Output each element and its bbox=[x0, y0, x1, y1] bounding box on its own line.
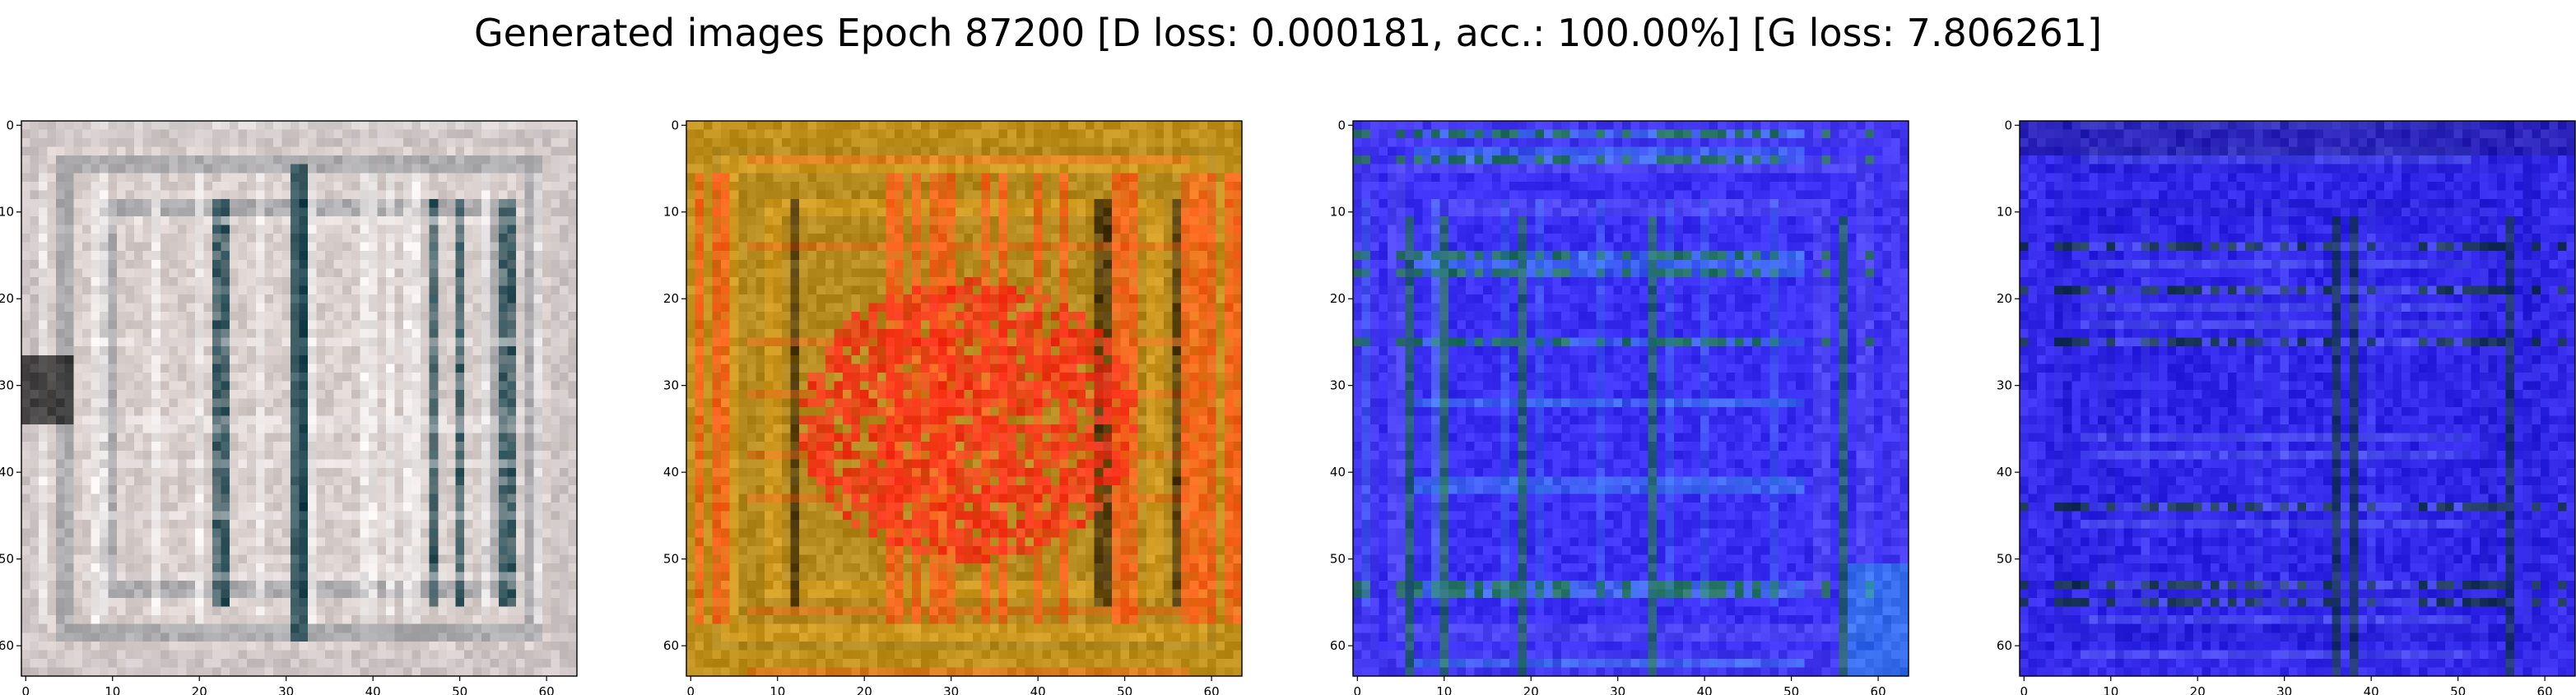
axes-frame-3 bbox=[1352, 120, 1909, 677]
y-tick-label: 20 bbox=[1997, 291, 2012, 306]
x-tick-label: 10 bbox=[2103, 684, 2118, 695]
x-tick-label: 0 bbox=[687, 684, 695, 695]
y-tick-label: 50 bbox=[1997, 552, 2012, 567]
x-tick-label: 60 bbox=[539, 684, 555, 695]
heatmap-image-4 bbox=[2020, 121, 2575, 676]
heatmap-image-3 bbox=[1353, 121, 1909, 676]
heatmap-panel-4: 0 10 20 30 40 50 60 0 10 20 30 40 50 60 bbox=[1997, 118, 2576, 695]
y-tick-label: 10 bbox=[1330, 205, 1346, 220]
x-tick-label: 60 bbox=[1204, 684, 1220, 695]
x-tick-label: 30 bbox=[278, 684, 294, 695]
y-tick-label: 60 bbox=[1330, 638, 1346, 653]
x-tick-label: 50 bbox=[1783, 684, 1799, 695]
x-tick-label: 60 bbox=[1871, 684, 1886, 695]
x-tick-label: 30 bbox=[1610, 684, 1625, 695]
y-tick-label: 10 bbox=[1997, 205, 2012, 220]
x-tick-label: 40 bbox=[1697, 684, 1713, 695]
x-tick-label: 10 bbox=[770, 684, 785, 695]
y-tick-label: 10 bbox=[0, 205, 14, 220]
x-tick-label: 40 bbox=[1030, 684, 1046, 695]
y-tick-label: 40 bbox=[663, 465, 679, 480]
x-tick-label: 20 bbox=[192, 684, 207, 695]
y-tick-label: 30 bbox=[1997, 378, 2012, 393]
x-tick-label: 50 bbox=[1117, 684, 1132, 695]
x-tick-label: 0 bbox=[2020, 684, 2029, 695]
axes-frame-2 bbox=[686, 120, 1243, 677]
y-tick-label: 50 bbox=[0, 552, 14, 567]
y-tick-label: 60 bbox=[663, 638, 679, 653]
x-tick-label: 40 bbox=[2364, 684, 2379, 695]
x-tick-label: 10 bbox=[1436, 684, 1452, 695]
heatmap-image-1 bbox=[21, 121, 577, 676]
y-tick-label: 50 bbox=[663, 552, 679, 567]
y-tick-label: 40 bbox=[0, 465, 14, 480]
y-tick-label: 0 bbox=[671, 118, 679, 132]
x-tick-label: 20 bbox=[1523, 684, 1539, 695]
x-tick-label: 20 bbox=[2190, 684, 2206, 695]
axes-frame-4 bbox=[2019, 120, 2576, 677]
axes-frame-1 bbox=[21, 120, 578, 677]
y-tick-label: 50 bbox=[1330, 552, 1346, 567]
x-tick-label: 20 bbox=[857, 684, 872, 695]
heatmap-panel-1: 0 10 20 30 40 50 60 0 10 20 30 40 50 60 bbox=[0, 118, 578, 695]
y-tick-label: 30 bbox=[1330, 378, 1346, 393]
x-tick-label: 50 bbox=[2450, 684, 2466, 695]
y-tick-label: 0 bbox=[2004, 118, 2012, 132]
y-tick-label: 40 bbox=[1330, 465, 1346, 480]
y-tick-label: 20 bbox=[1330, 291, 1346, 306]
heatmap-image-2 bbox=[686, 121, 1242, 676]
y-tick-label: 60 bbox=[0, 638, 14, 653]
x-tick-label: 30 bbox=[2276, 684, 2292, 695]
heatmap-panel-3: 0 10 20 30 40 50 60 0 10 20 30 40 50 60 bbox=[1330, 118, 1909, 695]
x-tick-label: 50 bbox=[452, 684, 467, 695]
y-tick-label: 0 bbox=[1337, 118, 1346, 132]
x-tick-label: 60 bbox=[2537, 684, 2553, 695]
heatmap-panel-2: 0 10 20 30 40 50 60 0 10 20 30 40 50 60 bbox=[663, 118, 1243, 695]
y-tick-label: 30 bbox=[0, 378, 14, 393]
x-tick-label: 10 bbox=[105, 684, 120, 695]
y-tick-label: 30 bbox=[663, 378, 679, 393]
x-tick-label: 30 bbox=[943, 684, 959, 695]
x-tick-label: 40 bbox=[365, 684, 381, 695]
y-tick-label: 0 bbox=[6, 118, 14, 132]
x-tick-label: 0 bbox=[22, 684, 30, 695]
y-tick-label: 60 bbox=[1997, 638, 2012, 653]
y-tick-label: 20 bbox=[0, 291, 14, 306]
y-tick-label: 10 bbox=[663, 205, 679, 220]
x-tick-label: 0 bbox=[1354, 684, 1362, 695]
y-tick-label: 40 bbox=[1997, 465, 2012, 480]
y-tick-label: 20 bbox=[663, 291, 679, 306]
figure-title: Generated images Epoch 87200 [D loss: 0.… bbox=[473, 11, 2103, 55]
